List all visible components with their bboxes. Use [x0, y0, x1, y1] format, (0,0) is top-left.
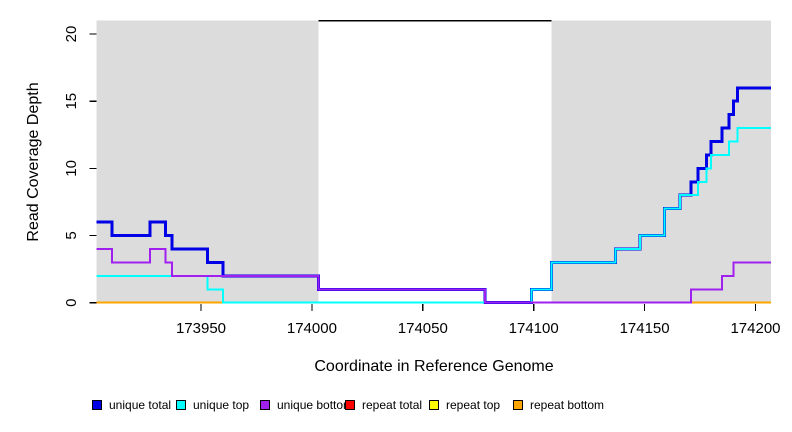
series-unique-top — [96, 127, 771, 304]
x-axis-title: Coordinate in Reference Genome — [314, 358, 553, 375]
legend-item-unique-bottom: unique bottom — [260, 399, 353, 411]
x-tick-label: 174050 — [398, 320, 448, 337]
legend-item-repeat-total: repeat total — [345, 399, 422, 411]
legend-item-unique-total: unique total — [92, 399, 171, 411]
legend-label: unique top — [193, 398, 250, 412]
y-tick-label: 0 — [63, 299, 80, 307]
shaded-region — [551, 20, 771, 304]
y-tick-label: 15 — [63, 93, 80, 110]
legend-label: repeat top — [446, 398, 501, 412]
series-unique-bottom — [96, 248, 771, 304]
legend-label: repeat total — [362, 398, 423, 412]
legend-swatch-repeat-top — [429, 400, 439, 410]
legend-swatch-unique-total — [92, 400, 102, 410]
x-tick-label: 174200 — [730, 320, 780, 337]
y-tick-label: 10 — [63, 160, 80, 177]
legend-item-repeat-bottom: repeat bottom — [513, 399, 604, 411]
legend-label: unique bottom — [277, 398, 354, 412]
legend-swatch-repeat-bottom — [513, 400, 523, 410]
plot-area: 0 5 10 15 20 173950 174000 174050 174100 174150 17… — [25, 19, 781, 375]
legend-label: repeat bottom — [530, 398, 605, 412]
x-tick-label: 174150 — [620, 320, 670, 337]
x-tick-label: 174000 — [287, 320, 337, 337]
y-tick-label: 20 — [63, 26, 80, 43]
y-axis-title: Read Coverage Depth — [25, 82, 42, 241]
legend-label: unique total — [109, 398, 172, 412]
legend-swatch-unique-top — [176, 400, 186, 410]
x-tick-label: 174100 — [509, 320, 559, 337]
legend-item-repeat-top: repeat top — [429, 399, 500, 411]
legend-swatch-unique-bottom — [260, 400, 270, 410]
legend-swatch-repeat-total — [345, 400, 355, 410]
y-tick-label: 5 — [63, 231, 80, 239]
x-tick-label: 173950 — [176, 320, 226, 337]
legend-item-unique-top: unique top — [176, 399, 249, 411]
